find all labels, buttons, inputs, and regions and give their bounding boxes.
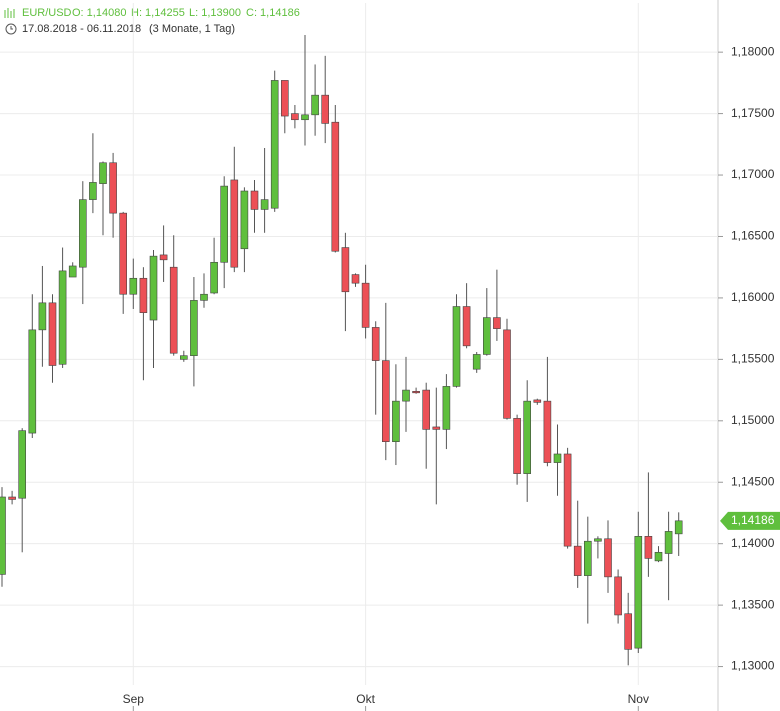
header-icon — [4, 8, 15, 18]
candle-body — [634, 536, 643, 649]
candle-body — [543, 400, 552, 463]
last-price-label: 1,14186 — [731, 513, 775, 527]
candle-body — [68, 265, 77, 278]
candle-body — [28, 329, 37, 434]
candle-body — [48, 302, 57, 366]
candle-body — [604, 538, 612, 578]
candle-body — [79, 199, 87, 268]
quote-open: O: 1,14080 — [72, 7, 126, 19]
candle-body — [412, 391, 420, 394]
candle-body — [331, 121, 340, 252]
candle-body — [119, 212, 127, 295]
y-tick-label: 1,18000 — [731, 44, 775, 58]
candle-body — [614, 576, 622, 616]
candle-body — [58, 270, 67, 365]
candle-body — [402, 389, 410, 402]
x-tick-label: Okt — [356, 692, 375, 706]
candle-body — [8, 496, 16, 500]
candle-body — [200, 293, 208, 301]
candle-body — [361, 282, 370, 328]
last-price-tag — [720, 511, 780, 530]
y-tick-label: 1,17500 — [731, 106, 775, 120]
candle-body — [250, 190, 259, 210]
y-tick-label: 1,15000 — [731, 413, 775, 427]
candle-body — [280, 80, 289, 117]
candle-body — [89, 182, 97, 200]
candle-body — [624, 613, 633, 650]
candle-body — [594, 538, 602, 542]
candle-body — [482, 317, 491, 355]
y-tick-label: 1,15500 — [731, 352, 775, 366]
candle-body — [291, 113, 299, 121]
x-tick-label: Nov — [628, 692, 649, 706]
candle-body — [452, 306, 461, 387]
candle-body — [563, 453, 572, 547]
candle-body — [220, 185, 228, 263]
candle-body — [573, 545, 582, 576]
y-tick-label: 1,13500 — [731, 597, 775, 611]
candle-body — [169, 266, 178, 354]
candle-body — [664, 531, 673, 554]
candle-body — [472, 354, 481, 370]
candle-body — [392, 400, 400, 442]
candle-body — [0, 496, 6, 575]
y-tick-label: 1,17000 — [731, 167, 775, 181]
candle-body — [139, 277, 148, 313]
candle-body — [311, 94, 319, 116]
period: (3 Monate, 1 Tag) — [149, 23, 235, 35]
candle-body — [321, 94, 330, 124]
quote-high: H: 1,14255 — [131, 7, 185, 19]
candle-body — [553, 453, 562, 463]
quote-close: C: 1,14186 — [246, 7, 300, 19]
candle-body — [18, 430, 27, 499]
candle-body — [270, 80, 279, 209]
candle-body — [654, 551, 663, 562]
candle-body — [351, 274, 360, 284]
candle-body — [493, 317, 501, 329]
candle-body — [159, 254, 168, 261]
candle-body — [513, 418, 521, 474]
candle-body — [190, 300, 198, 356]
candle-body — [381, 360, 390, 442]
candle-body — [109, 162, 117, 214]
candle-body — [422, 389, 431, 430]
y-tick-label: 1,16500 — [731, 229, 775, 243]
candle-body — [129, 277, 138, 295]
y-tick-label: 1,14500 — [731, 474, 775, 488]
candle-body — [432, 426, 441, 430]
clock-icon — [5, 23, 17, 35]
candle-body — [180, 355, 188, 360]
candle-body — [230, 179, 239, 268]
candle-body — [301, 114, 309, 121]
candle-body — [341, 247, 350, 293]
candle-body — [99, 162, 107, 184]
y-tick-label: 1,16000 — [731, 290, 775, 304]
candle-body — [240, 190, 249, 250]
candle-body — [462, 306, 471, 347]
date-range: 17.08.2018 - 06.11.2018 — [22, 23, 141, 35]
chart-title: EUR/USD — [22, 7, 72, 19]
candle-body — [260, 199, 269, 210]
quote-low: L: 1,13900 — [189, 7, 241, 19]
candle-body — [210, 261, 218, 294]
candle-body — [583, 540, 592, 576]
candle-body — [149, 255, 158, 321]
y-tick-label: 1,13000 — [731, 659, 775, 673]
y-tick-label: 1,14000 — [731, 536, 775, 550]
candle-body — [674, 520, 683, 535]
candle-body — [644, 536, 653, 559]
candle-body — [38, 302, 47, 331]
candle-body — [503, 329, 511, 419]
candle-body — [533, 399, 542, 403]
x-tick-label: Sep — [123, 692, 145, 706]
candle-body — [371, 327, 380, 361]
candle-body — [523, 400, 532, 474]
candle-body — [442, 386, 451, 430]
